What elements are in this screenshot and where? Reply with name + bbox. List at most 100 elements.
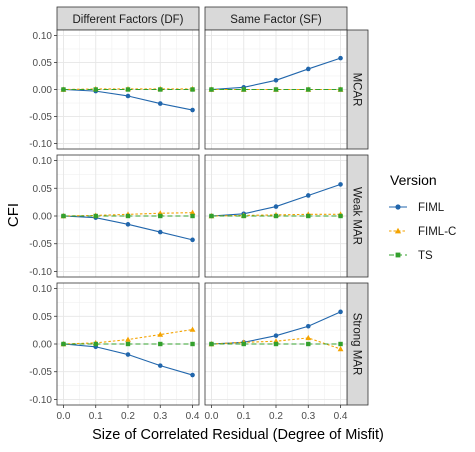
x-tick-label: 0.2 (121, 411, 135, 422)
panels-layer: Different Factors (DF) Same Factor (SF) MC… (56, 6, 369, 406)
x-tick-label: 0.0 (205, 411, 219, 422)
legend-key-marker (395, 204, 401, 210)
x-tick-label: 0.2 (269, 411, 283, 422)
y-tick-label: 0.10 (33, 31, 53, 42)
legend-title: Version (390, 172, 437, 188)
x-tick-label: 0.0 (57, 411, 71, 422)
data-point-ts (158, 87, 163, 92)
data-point-fiml-c (157, 331, 164, 337)
panel-border (204, 29, 348, 150)
y-tick-label: 0.00 (33, 212, 53, 223)
y-tick-label: -0.10 (29, 395, 52, 406)
data-point-ts (338, 341, 343, 347)
y-tick-label: -0.10 (29, 267, 52, 278)
panel (204, 282, 348, 406)
data-point-ts (306, 341, 311, 347)
y-tick-label: 0.10 (33, 156, 53, 167)
data-point-fiml (305, 323, 311, 329)
data-point-fiml (305, 66, 311, 72)
panel (204, 154, 348, 278)
data-point-fiml-c (125, 336, 131, 342)
data-point-ts (158, 341, 163, 347)
data-point-fiml (273, 204, 279, 209)
data-point-ts (125, 213, 131, 219)
row-strip: Weak MAR (346, 154, 369, 278)
data-point-ts (125, 341, 131, 347)
data-point-fiml (273, 78, 279, 83)
legend-item-ts: TS (389, 250, 433, 262)
data-point-ts (61, 341, 66, 347)
panel (56, 282, 200, 406)
y-tick-label: -0.05 (29, 112, 52, 123)
data-point-fiml (190, 107, 195, 113)
column-strip: Different Factors (DF) (56, 6, 200, 31)
data-point-fiml (125, 93, 131, 99)
y-tick-label: 0.00 (33, 340, 53, 351)
column-strip: Same Factor (SF) (204, 6, 348, 31)
data-point-fiml (338, 55, 343, 61)
data-point-fiml-c (189, 209, 196, 215)
data-point-ts (190, 87, 195, 92)
data-point-ts (209, 341, 214, 347)
data-point-fiml-c (189, 326, 196, 332)
y-tick-label: -0.10 (29, 139, 52, 150)
data-point-ts (338, 87, 343, 92)
legend: Version FIML FIML-C TS (389, 172, 456, 262)
data-point-ts (209, 87, 214, 92)
x-tick-label: 0.3 (301, 411, 315, 422)
data-point-fiml-c (337, 345, 344, 352)
column-strip-label: Different Factors (DF) (73, 14, 184, 26)
y-axis-title: CFI (5, 203, 22, 227)
data-point-ts (190, 213, 195, 219)
data-point-fiml (157, 363, 163, 368)
data-point-fiml (305, 193, 311, 198)
data-point-ts (61, 87, 66, 92)
data-point-fiml (190, 372, 195, 378)
row-strip-label: Weak MAR (351, 187, 363, 245)
y-tick-label: 0.00 (33, 85, 53, 96)
row-strip: Strong MAR (346, 282, 369, 406)
x-tick-label: 0.1 (89, 411, 103, 422)
panel (56, 29, 200, 150)
y-tick-label: 0.05 (33, 184, 53, 195)
data-point-fiml (338, 182, 343, 187)
data-point-ts (338, 213, 343, 219)
data-point-ts (125, 87, 131, 92)
data-point-fiml (157, 101, 163, 106)
y-tick-label: 0.05 (33, 312, 53, 323)
data-point-ts (241, 341, 246, 347)
row-strip: MCAR (346, 29, 369, 150)
data-point-ts (61, 213, 66, 219)
row-strip-label: MCAR (351, 73, 363, 107)
data-point-ts (209, 213, 214, 219)
data-point-ts (241, 213, 246, 219)
legend-label: FIML-C (418, 226, 456, 238)
data-point-ts (93, 213, 98, 219)
data-point-ts (93, 341, 98, 347)
x-axis-title: Size of Correlated Residual (Degree of M… (92, 427, 384, 443)
legend-key-marker (395, 252, 401, 258)
x-tick-label: 0.3 (153, 411, 167, 422)
data-point-ts (190, 341, 195, 347)
y-tick-label: 0.05 (33, 58, 53, 69)
data-point-fiml (125, 222, 131, 227)
y-tick-label: -0.05 (29, 239, 52, 250)
column-strip-label: Same Factor (SF) (230, 14, 322, 26)
data-point-ts (273, 213, 279, 219)
data-point-ts (273, 87, 279, 92)
data-point-ts (158, 213, 163, 219)
legend-label: FIML (418, 202, 445, 214)
legend-label: TS (418, 250, 433, 262)
data-point-fiml (190, 237, 195, 243)
panel-border (204, 154, 348, 278)
legend-item-fiml-c: FIML-C (389, 226, 456, 238)
x-tick-label: 0.4 (334, 411, 348, 422)
data-point-fiml-c (305, 334, 312, 341)
data-point-ts (273, 341, 279, 347)
y-tick-label: -0.05 (29, 367, 52, 378)
data-point-fiml (125, 352, 131, 357)
data-point-fiml (273, 333, 279, 338)
data-point-ts (93, 87, 98, 92)
